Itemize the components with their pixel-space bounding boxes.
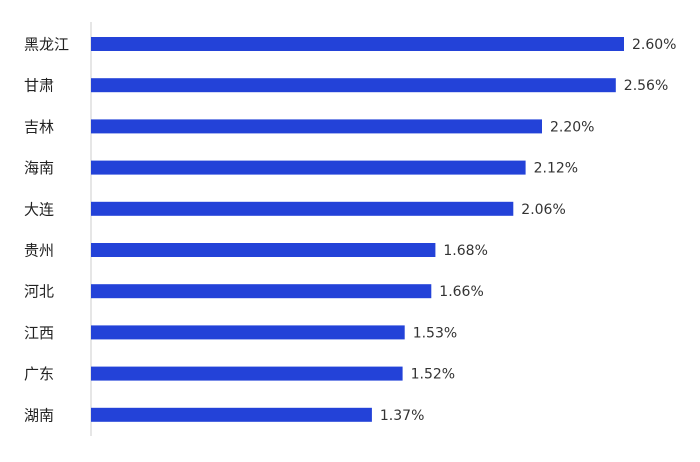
bar-10 [91,407,372,422]
value-label: 1.68% [443,243,487,259]
bar-6 [91,243,436,257]
category-label: 吉林 [24,118,54,136]
bar-2 [91,78,616,93]
category-label: 湖南 [24,406,54,424]
value-label: 2.12% [534,161,578,177]
bar-5 [91,201,514,216]
bar-3 [91,119,542,134]
category-label: 海南 [24,159,54,177]
bar-4 [91,160,526,175]
value-label: 2.06% [521,202,565,218]
value-label: 1.66% [439,284,483,300]
category-label: 贵州 [24,242,54,260]
value-label: 2.20% [550,119,594,135]
category-label: 河北 [24,283,54,301]
category-label: 黑龙江 [24,36,69,54]
value-labels-group: 2.60% 2.56% 2.20% 2.12% 2.06% 1.68% 1.66% 1.53%… [380,37,677,424]
bar-1 [91,37,624,51]
bar-9 [91,366,403,381]
bar-8 [91,325,405,340]
category-label: 江西 [24,324,54,342]
value-label: 2.56% [624,78,668,94]
bars-group [91,37,624,422]
bar-7 [91,284,432,299]
value-label: 1.52% [411,367,455,383]
value-label: 1.37% [380,408,424,424]
category-label: 甘肃 [24,77,54,95]
value-label: 2.60% [632,37,676,53]
value-label: 1.53% [413,325,457,341]
category-label: 大连 [24,200,54,218]
category-label: 广东 [24,365,54,383]
